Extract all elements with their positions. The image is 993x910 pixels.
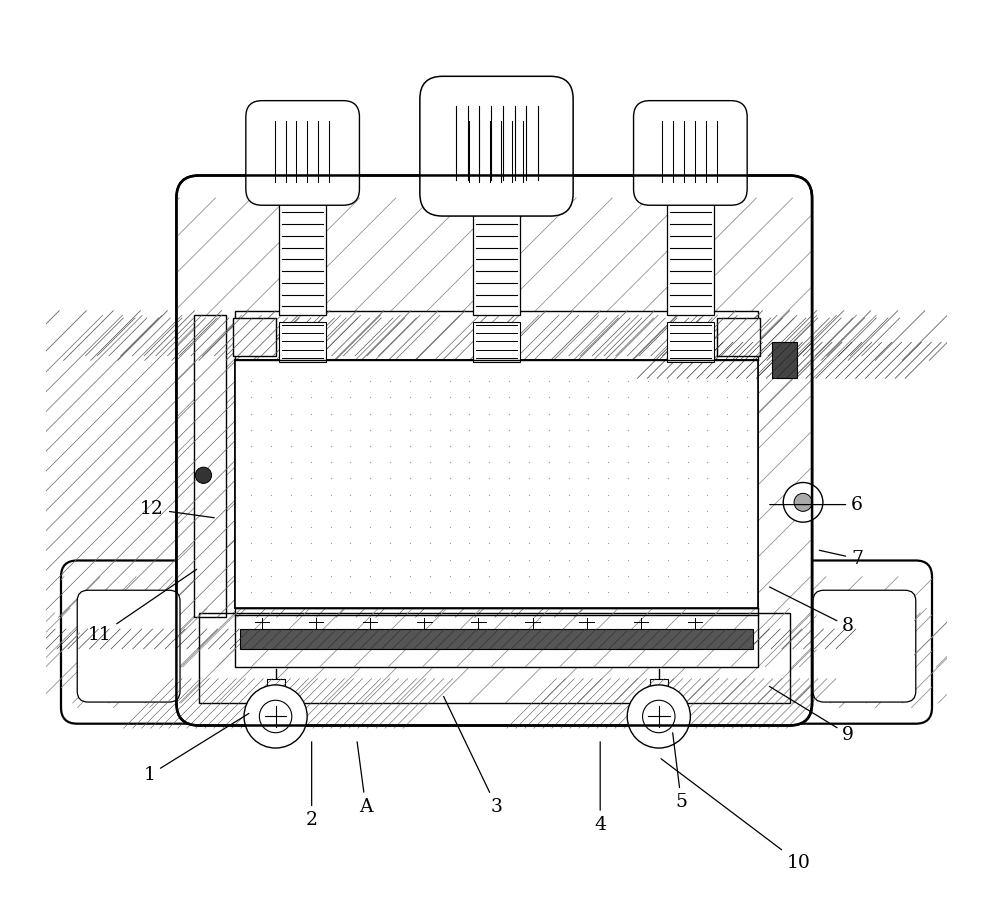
FancyBboxPatch shape (77, 591, 180, 702)
Bar (235, 360, 758, 608)
FancyBboxPatch shape (440, 101, 553, 206)
Text: 10: 10 (661, 759, 810, 872)
Bar (266, 679, 285, 728)
Bar (473, 198, 520, 315)
Circle shape (259, 701, 292, 733)
FancyBboxPatch shape (79, 593, 178, 700)
Bar (659, 185, 721, 203)
Bar (235, 310, 758, 360)
Bar (235, 608, 758, 667)
Bar (772, 342, 796, 379)
FancyBboxPatch shape (751, 561, 932, 723)
Circle shape (783, 482, 823, 522)
Text: 11: 11 (88, 570, 197, 644)
Text: 8: 8 (770, 587, 854, 635)
FancyBboxPatch shape (420, 76, 573, 216)
Text: 12: 12 (140, 501, 214, 518)
FancyBboxPatch shape (61, 561, 242, 723)
Text: 5: 5 (672, 733, 687, 811)
Bar (667, 198, 714, 315)
Bar (235, 310, 758, 360)
Text: 9: 9 (770, 686, 854, 743)
Bar (717, 318, 760, 356)
Bar (235, 360, 758, 608)
Bar (649, 679, 668, 728)
Bar (466, 185, 527, 203)
FancyBboxPatch shape (813, 591, 916, 702)
FancyBboxPatch shape (177, 176, 812, 725)
Bar (667, 198, 714, 315)
Text: 6: 6 (770, 496, 863, 513)
Text: 3: 3 (444, 696, 502, 815)
Circle shape (642, 701, 675, 733)
Bar (195, 315, 226, 617)
Bar (233, 318, 276, 356)
Bar (279, 321, 326, 362)
Circle shape (794, 493, 812, 511)
FancyBboxPatch shape (816, 593, 914, 700)
FancyBboxPatch shape (634, 101, 747, 206)
Circle shape (196, 467, 212, 483)
Bar (667, 321, 714, 362)
Bar (272, 185, 334, 203)
FancyBboxPatch shape (246, 101, 359, 206)
Circle shape (244, 685, 307, 748)
Text: 4: 4 (594, 742, 606, 834)
Bar (239, 629, 754, 649)
Bar (199, 612, 789, 703)
Bar (235, 608, 758, 667)
Text: 2: 2 (306, 742, 318, 829)
Text: 1: 1 (143, 713, 249, 784)
Text: A: A (357, 742, 372, 815)
Circle shape (628, 685, 690, 748)
Bar (235, 360, 758, 608)
Bar (235, 360, 758, 608)
Bar (279, 198, 326, 315)
Bar (473, 321, 520, 362)
Bar (473, 198, 520, 315)
Text: 7: 7 (819, 550, 863, 568)
Bar (279, 198, 326, 315)
Bar (199, 612, 789, 703)
